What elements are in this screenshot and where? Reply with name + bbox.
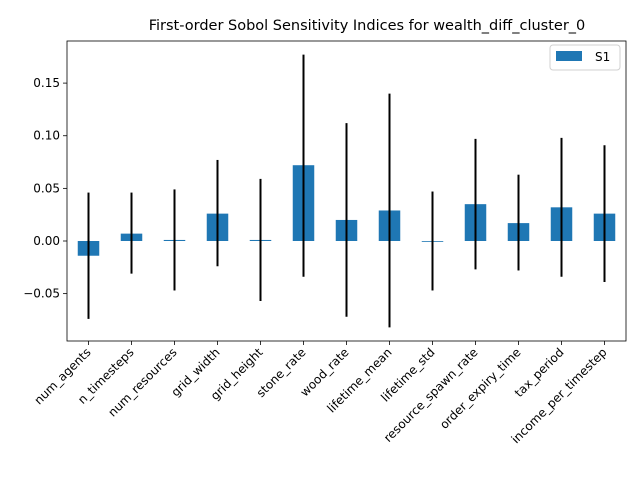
error-bars-group xyxy=(87,54,606,328)
legend-swatch-s1 xyxy=(556,51,582,61)
y-tick-label: 0.10 xyxy=(33,129,60,143)
y-tick-label: 0.15 xyxy=(33,76,60,90)
plot-frame xyxy=(66,40,627,342)
y-tick-label: 0.00 xyxy=(33,234,60,248)
legend-label-s1: S1 xyxy=(595,50,610,64)
x-axis: num_agentsn_timestepsnum_resourcesgrid_w… xyxy=(32,341,610,446)
chart-title: First-order Sobol Sensitivity Indices fo… xyxy=(149,18,586,34)
x-tick-label-order_expiry_time: order_expiry_time xyxy=(437,345,524,432)
legend: S1 xyxy=(549,44,621,71)
y-tick-label: 0.05 xyxy=(33,181,60,195)
y-axis: −0.05 0.00 0.05 0.10 0.15 xyxy=(23,76,67,301)
y-tick-label: −0.05 xyxy=(23,287,60,301)
